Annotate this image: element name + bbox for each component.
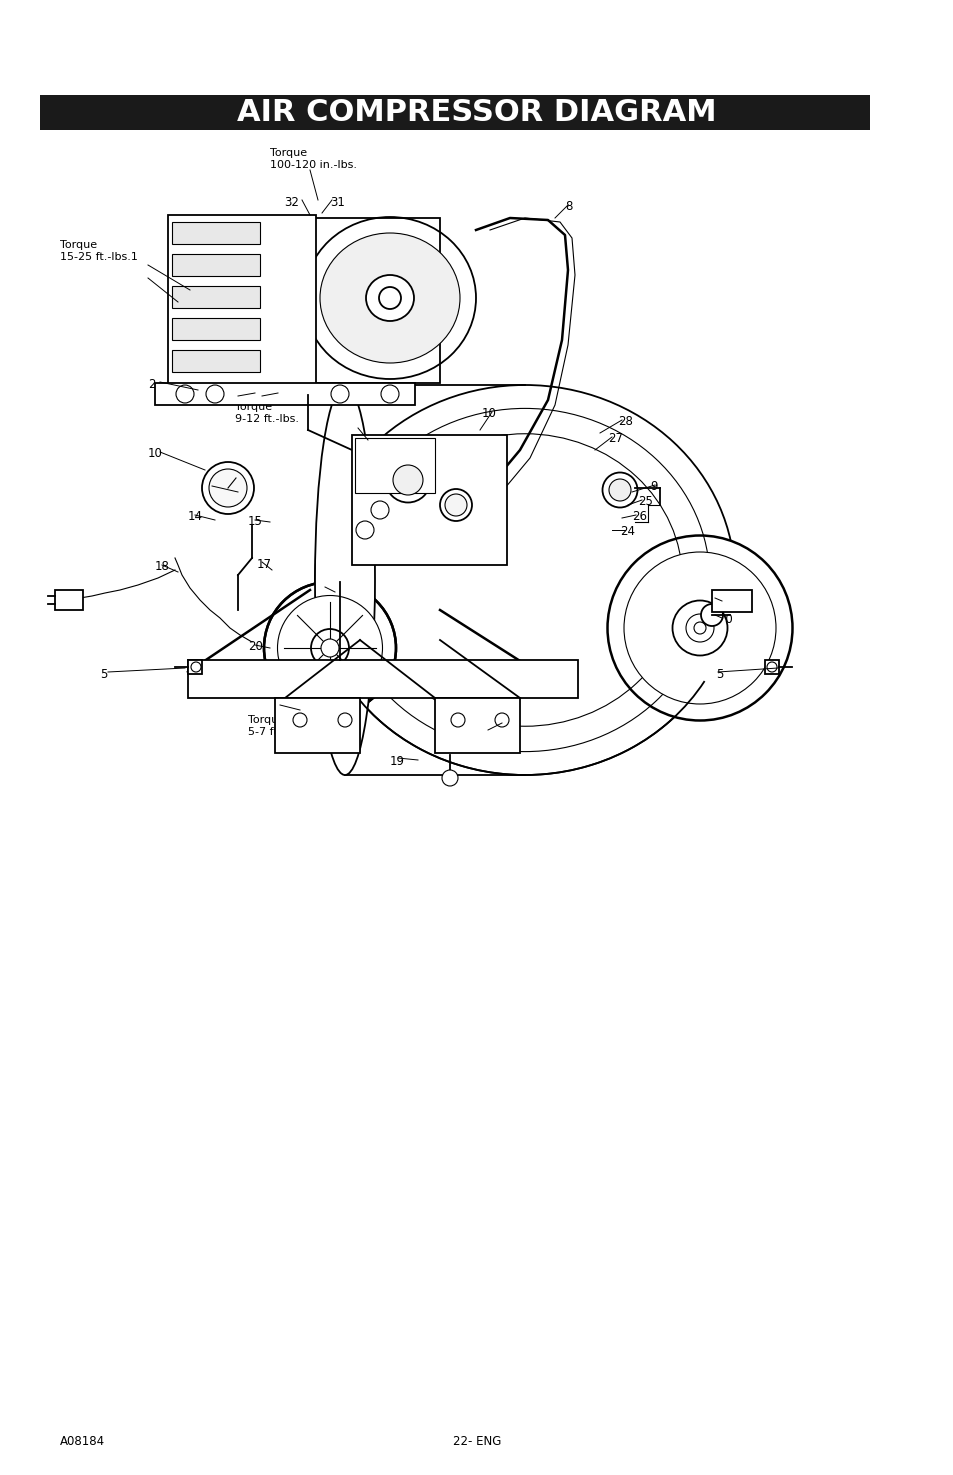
Text: 5: 5 — [716, 668, 722, 681]
Ellipse shape — [304, 217, 476, 379]
Ellipse shape — [320, 639, 338, 656]
Ellipse shape — [206, 385, 224, 403]
Ellipse shape — [439, 490, 472, 521]
Ellipse shape — [366, 274, 414, 322]
Text: 18: 18 — [154, 560, 170, 572]
Text: 20: 20 — [248, 640, 263, 653]
Ellipse shape — [314, 385, 734, 774]
Bar — [711, 590, 751, 612]
Text: Torque
9-12 ft.-lbs.: Torque 9-12 ft.-lbs. — [234, 403, 298, 423]
Text: 3: 3 — [234, 392, 242, 406]
Text: 26: 26 — [631, 510, 646, 524]
Text: Torque
5-7 ft.-lbs.: Torque 5-7 ft.-lbs. — [248, 715, 305, 736]
Text: 2: 2 — [148, 378, 155, 391]
Bar — [764, 659, 779, 674]
Ellipse shape — [293, 712, 307, 727]
Bar — [435, 698, 519, 754]
Ellipse shape — [623, 552, 775, 704]
Text: 9: 9 — [649, 479, 657, 493]
Ellipse shape — [672, 600, 727, 655]
Text: 29: 29 — [718, 597, 732, 611]
Ellipse shape — [371, 502, 389, 519]
Bar — [168, 215, 315, 389]
Ellipse shape — [202, 462, 253, 513]
Ellipse shape — [444, 494, 467, 516]
Text: 21: 21 — [317, 583, 333, 594]
Text: Torque
100-120 in.-lbs.: Torque 100-120 in.-lbs. — [270, 148, 356, 170]
Ellipse shape — [766, 662, 776, 673]
Text: 11: 11 — [205, 481, 220, 494]
Ellipse shape — [495, 712, 509, 727]
Text: 27: 27 — [607, 432, 622, 445]
Text: 8: 8 — [564, 201, 572, 212]
Ellipse shape — [607, 535, 792, 720]
Text: 23: 23 — [496, 718, 511, 732]
Text: 10: 10 — [148, 447, 163, 460]
Text: AIR COMPRESSOR DIAGRAM: AIR COMPRESSOR DIAGRAM — [237, 97, 716, 127]
Ellipse shape — [385, 457, 430, 503]
Bar — [355, 438, 435, 493]
Ellipse shape — [378, 288, 400, 308]
Ellipse shape — [277, 596, 382, 701]
Ellipse shape — [191, 662, 201, 673]
Ellipse shape — [451, 712, 464, 727]
Text: 15: 15 — [248, 515, 263, 528]
Ellipse shape — [360, 451, 378, 469]
Bar — [154, 384, 415, 406]
Bar — [188, 659, 578, 698]
Bar — [352, 435, 506, 565]
Bar — [274, 698, 359, 754]
Ellipse shape — [311, 628, 349, 667]
Ellipse shape — [693, 622, 705, 634]
Ellipse shape — [314, 385, 375, 774]
Ellipse shape — [264, 583, 395, 714]
Text: 10: 10 — [481, 407, 497, 420]
Ellipse shape — [355, 521, 374, 538]
Text: 25: 25 — [638, 496, 652, 507]
Bar — [257, 218, 439, 384]
Ellipse shape — [175, 385, 193, 403]
Ellipse shape — [331, 385, 349, 403]
Text: 4: 4 — [257, 392, 265, 406]
Text: 22: 22 — [274, 701, 290, 712]
Text: 5: 5 — [100, 668, 108, 681]
Text: 17: 17 — [256, 558, 272, 571]
Bar — [172, 286, 260, 308]
Text: 28: 28 — [618, 414, 632, 428]
Ellipse shape — [700, 603, 722, 625]
Ellipse shape — [380, 385, 398, 403]
Text: Torque
15-25 ft.-lbs.1: Torque 15-25 ft.-lbs.1 — [60, 240, 138, 261]
Bar — [40, 94, 869, 130]
Ellipse shape — [393, 465, 422, 496]
Bar — [188, 659, 202, 674]
Bar — [55, 590, 83, 611]
Bar — [172, 319, 260, 341]
Bar — [172, 254, 260, 276]
Ellipse shape — [608, 479, 630, 502]
Text: 19: 19 — [390, 755, 405, 768]
Ellipse shape — [441, 770, 457, 786]
Ellipse shape — [209, 469, 247, 507]
Ellipse shape — [685, 614, 713, 642]
Text: 31: 31 — [330, 196, 345, 209]
Bar — [172, 223, 260, 243]
Text: 22- ENG: 22- ENG — [453, 1435, 500, 1448]
Ellipse shape — [319, 233, 459, 363]
Text: 14: 14 — [188, 510, 203, 524]
Bar — [172, 350, 260, 372]
Text: A08184: A08184 — [60, 1435, 105, 1448]
Ellipse shape — [337, 712, 352, 727]
Text: 30: 30 — [718, 614, 732, 625]
Text: 6: 6 — [352, 422, 359, 435]
Text: 32: 32 — [284, 196, 298, 209]
Text: 24: 24 — [619, 525, 635, 538]
Ellipse shape — [602, 472, 637, 507]
